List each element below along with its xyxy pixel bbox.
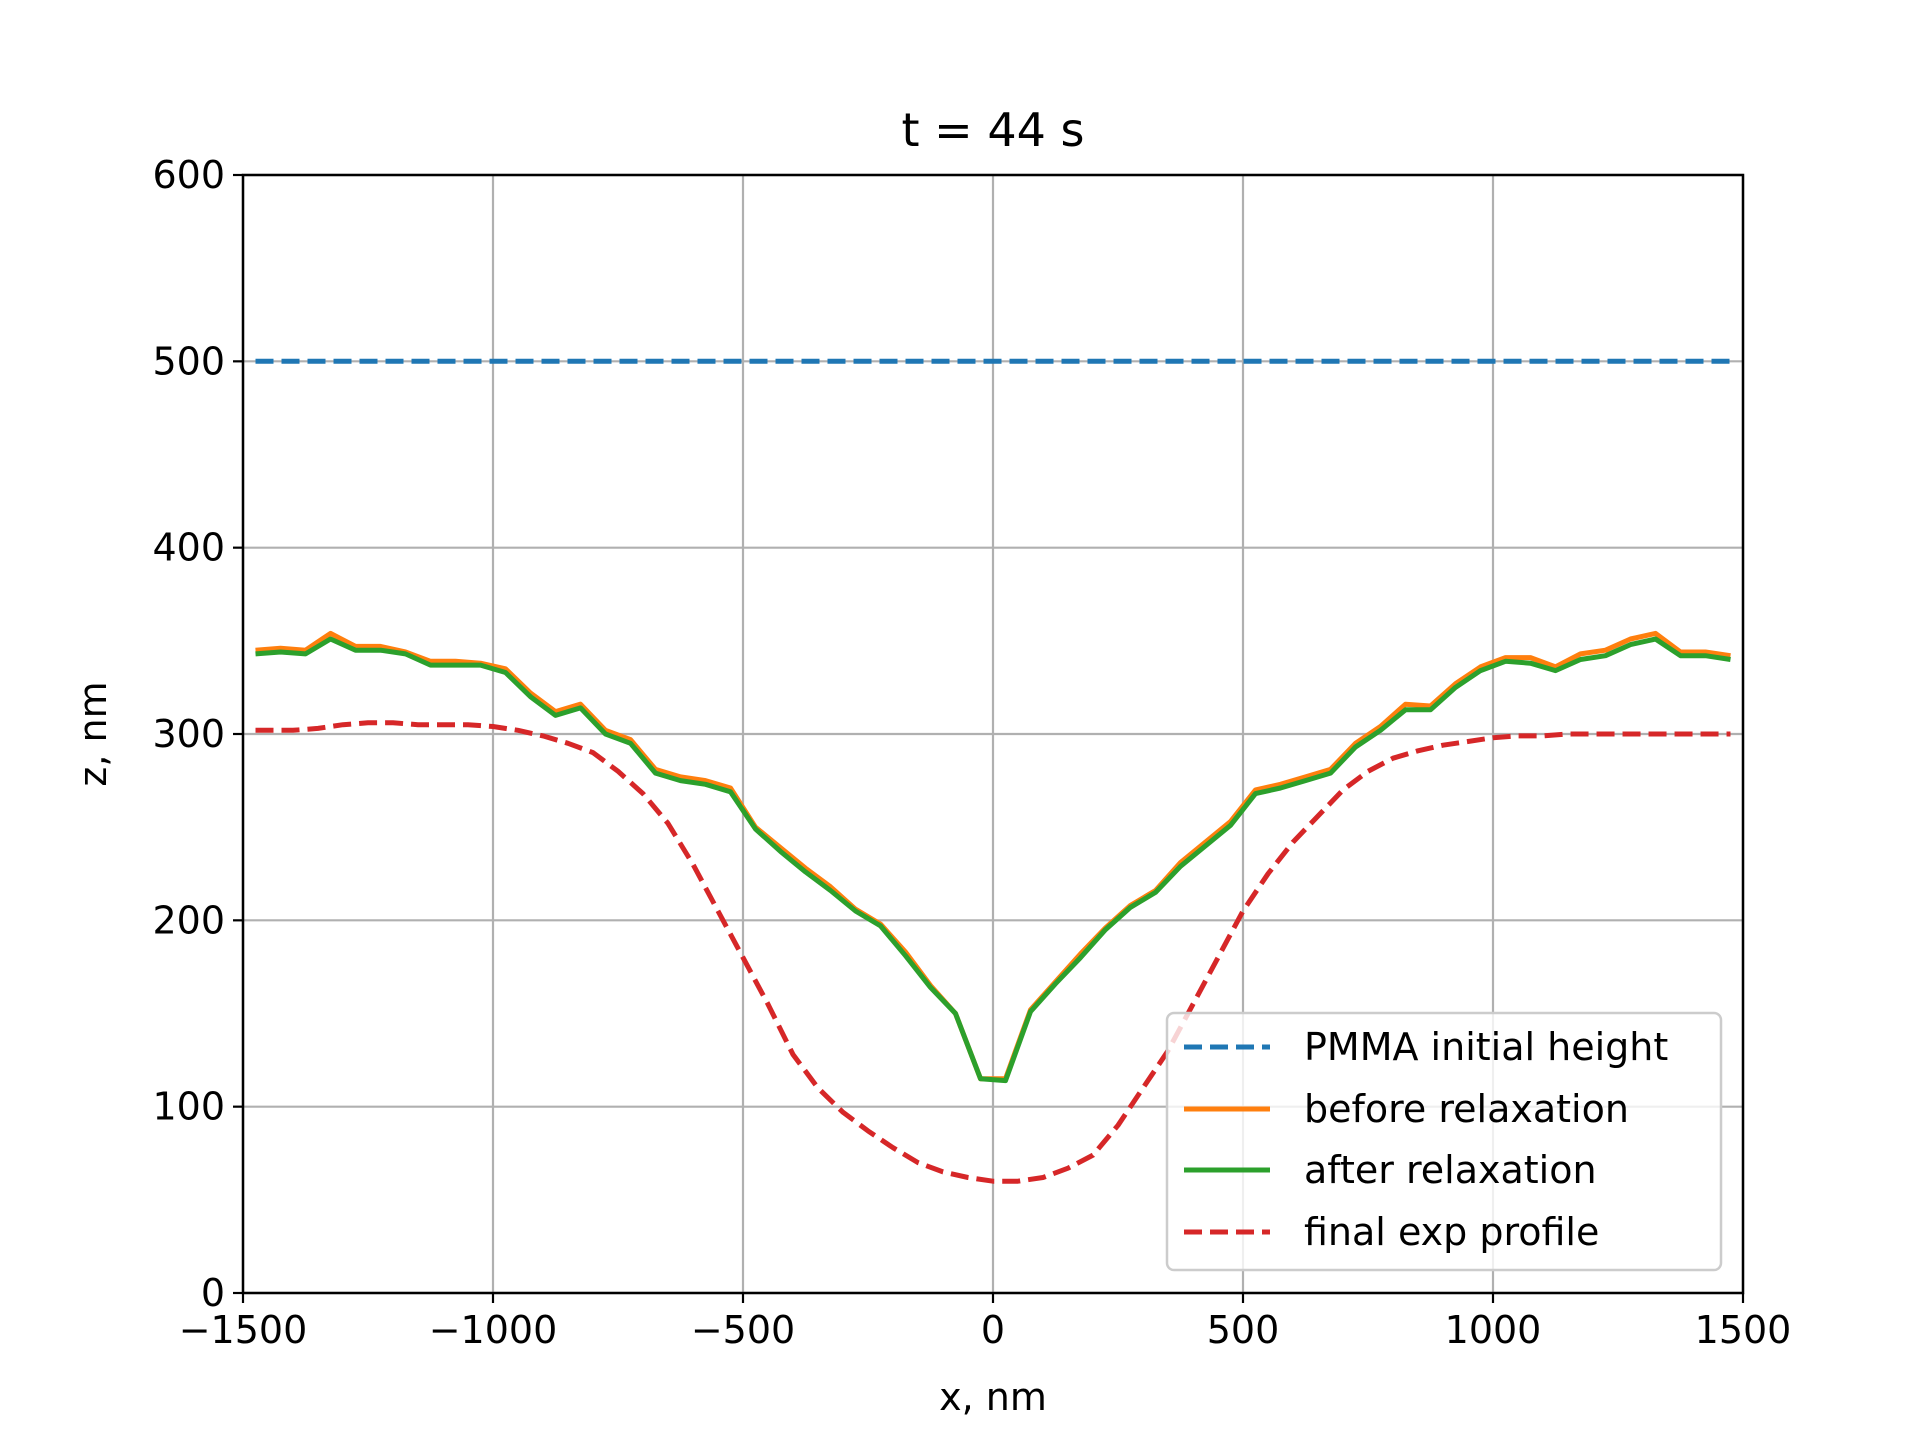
y-tick-label: 0 [201, 1271, 225, 1315]
series-line-final-exp-profile [255, 720, 1731, 1184]
chart-title: t = 44 s [902, 103, 1085, 157]
x-tick-label: 1500 [1695, 1308, 1792, 1352]
y-axis-label: z, nm [71, 681, 115, 786]
y-tick-label: 100 [152, 1085, 225, 1129]
x-tick-label: −500 [691, 1308, 795, 1352]
y-tick-label: 400 [152, 526, 225, 570]
legend-label-final-exp-profile: final exp profile [1304, 1210, 1599, 1254]
x-tick-label: 0 [981, 1308, 1005, 1352]
x-tick-label: −1000 [429, 1308, 558, 1352]
legend-label-after-relaxation: after relaxation [1304, 1148, 1597, 1192]
y-tick-label: 200 [152, 898, 225, 942]
axis-ticks: −1500 −1000 −500 0 500 1000 1500 0 100 200 300 400 5… [152, 153, 1791, 1352]
legend-label-pmma-initial-height: PMMA initial height [1304, 1025, 1668, 1069]
y-tick-label: 300 [152, 712, 225, 756]
y-tick-label: 600 [152, 153, 225, 197]
legend: PMMA initial height before relaxation af… [1165, 1011, 1723, 1272]
x-tick-label: 1000 [1445, 1308, 1542, 1352]
x-tick-label: −1500 [179, 1308, 308, 1352]
x-axis-label: x, nm [939, 1375, 1047, 1419]
legend-box [1165, 1011, 1723, 1272]
series-line-after-relaxation [255, 636, 1731, 1084]
y-tick-label: 500 [152, 339, 225, 383]
x-tick-label: 500 [1207, 1308, 1280, 1352]
legend-label-before-relaxation: before relaxation [1304, 1087, 1629, 1131]
series-lines [255, 358, 1731, 1184]
